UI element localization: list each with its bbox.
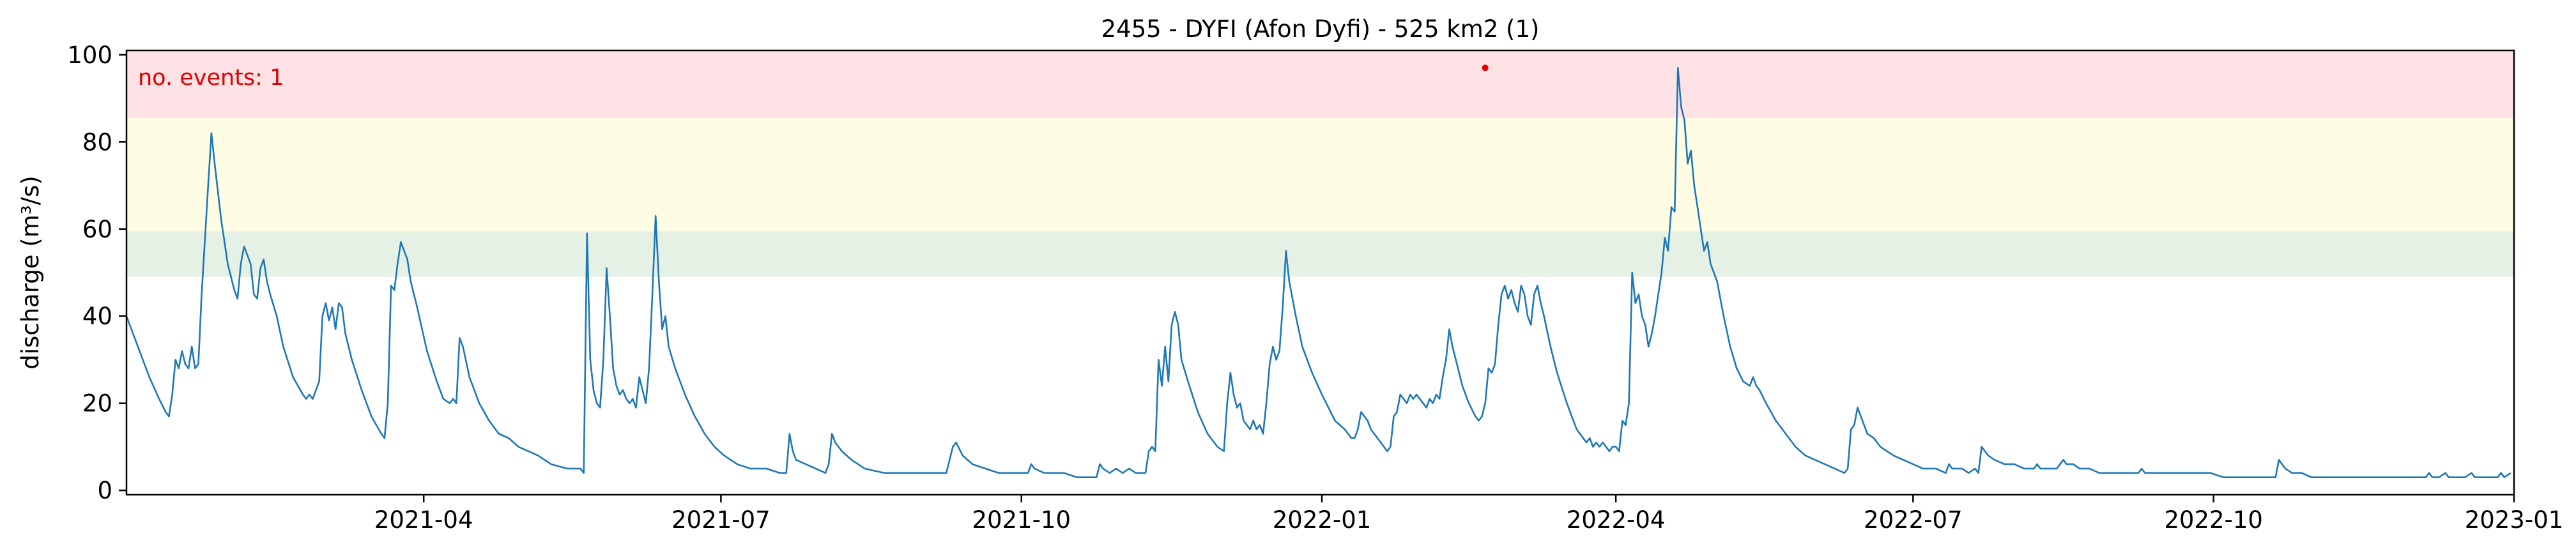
y-axis-title: discharge (m³/s) [17,176,44,370]
x-tick-label: 2022-01 [1273,506,1372,534]
event-markers [1482,64,1489,71]
x-tick-label: 2022-04 [1567,506,1666,534]
events-annotation: no. events: 1 [138,65,284,91]
threshold-band-1 [126,118,2514,231]
y-tick-label: 60 [82,216,112,243]
x-tick-label: 2023-01 [2465,506,2564,534]
threshold-band-0 [126,231,2514,277]
chart-title: 2455 - DYFI (Afon Dyfi) - 525 km2 (1) [1101,15,1540,43]
x-tick-label: 2021-04 [374,506,473,534]
y-tick-label: 80 [82,128,112,156]
y-axis: 0 20 40 60 80 100 [67,41,126,504]
x-tick-label: 2021-07 [671,506,770,534]
x-tick-label: 2021-10 [972,506,1071,534]
x-axis: 2021-04 2021-07 2021-10 2022-01 2022-04 2022-… [374,495,2563,534]
threshold-band-2 [126,50,2514,118]
x-tick-label: 2022-10 [2164,506,2263,534]
y-tick-label: 20 [82,390,112,417]
y-tick-label: 0 [97,477,112,504]
threshold-bands [126,50,2514,277]
y-tick-label: 100 [67,41,112,69]
y-tick-label: 40 [82,303,112,330]
event-marker-0 [1482,64,1489,71]
x-tick-label: 2022-07 [1864,506,1963,534]
